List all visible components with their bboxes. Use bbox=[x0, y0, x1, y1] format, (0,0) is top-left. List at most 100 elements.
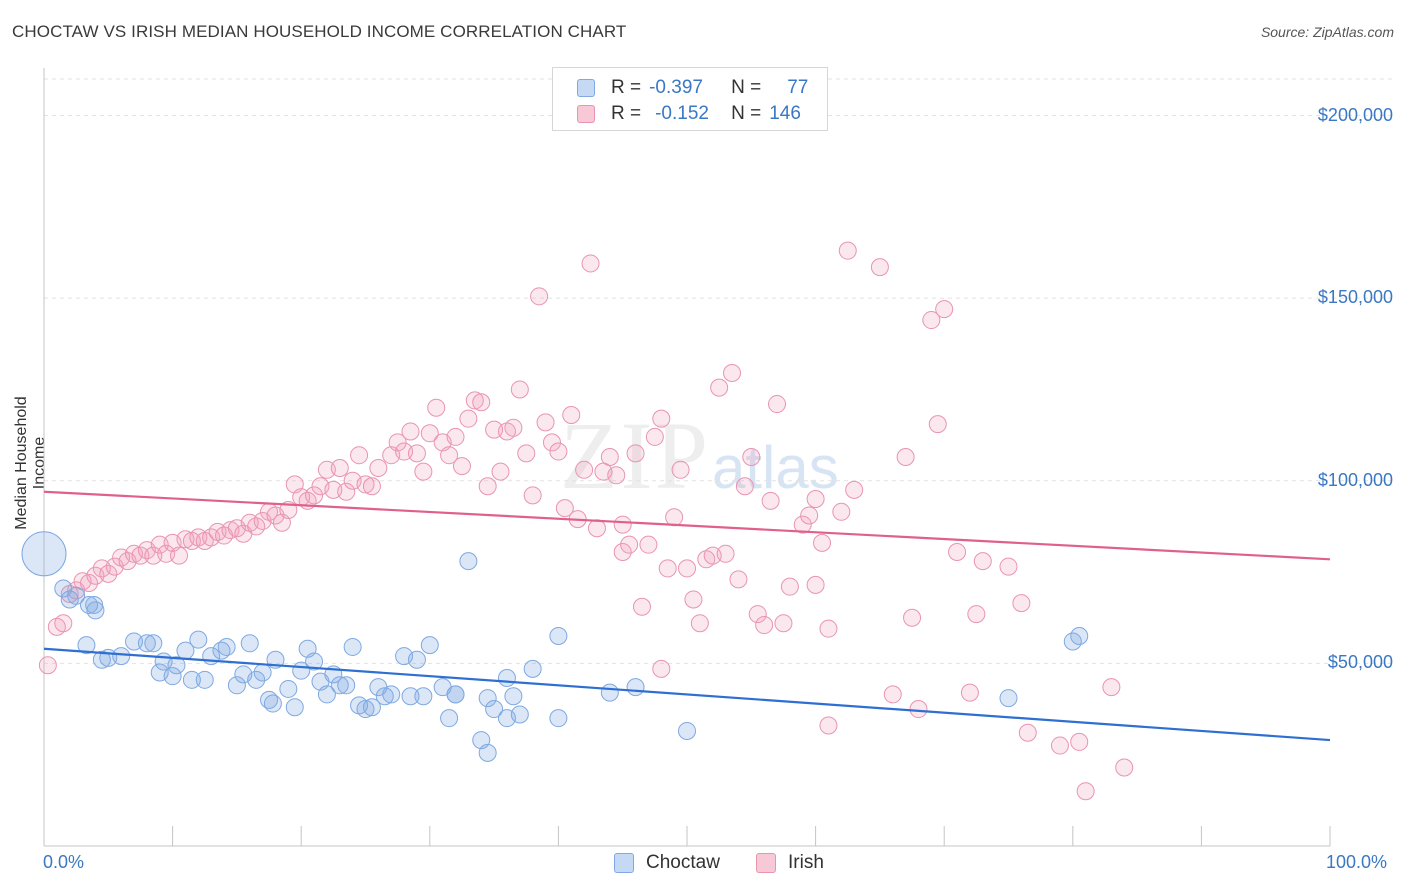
irish-point bbox=[903, 608, 922, 627]
irish-point bbox=[748, 605, 767, 624]
irish-point bbox=[671, 460, 690, 479]
choctaw-point bbox=[21, 531, 67, 577]
irish-point bbox=[806, 575, 825, 594]
choctaw-point bbox=[212, 641, 231, 660]
choctaw-point bbox=[337, 676, 356, 695]
irish-point bbox=[1076, 782, 1095, 801]
irish-point bbox=[530, 287, 549, 306]
choctaw-point bbox=[279, 679, 298, 698]
irish-point bbox=[510, 380, 529, 399]
choctaw-point bbox=[167, 656, 186, 675]
choctaw-point bbox=[227, 676, 246, 695]
irish-point bbox=[607, 466, 626, 485]
irish-point bbox=[935, 300, 954, 319]
irish-point bbox=[350, 446, 369, 465]
choctaw-point bbox=[305, 652, 324, 671]
choctaw-point bbox=[86, 601, 105, 620]
choctaw-series bbox=[21, 531, 1089, 762]
choctaw-point bbox=[549, 626, 568, 645]
svg-text:ZIP: ZIP bbox=[560, 402, 710, 509]
irish-point bbox=[870, 258, 889, 277]
irish-point bbox=[362, 477, 381, 496]
irish-point bbox=[427, 398, 446, 417]
irish-point bbox=[1115, 758, 1134, 777]
irish-point bbox=[710, 378, 729, 397]
irish-point bbox=[774, 614, 793, 633]
irish-point bbox=[80, 574, 99, 593]
choctaw-point bbox=[317, 685, 336, 704]
irish-point bbox=[613, 515, 632, 534]
irish-point bbox=[414, 462, 433, 481]
irish-point bbox=[658, 559, 677, 578]
irish-point bbox=[632, 597, 651, 616]
irish-point bbox=[652, 409, 671, 428]
choctaw-point bbox=[626, 678, 645, 697]
choctaw-point bbox=[420, 636, 439, 655]
choctaw-point bbox=[401, 687, 420, 706]
irish-point bbox=[613, 542, 632, 561]
choctaw-point bbox=[60, 590, 79, 609]
irish-point bbox=[967, 605, 986, 624]
irish-point bbox=[369, 458, 388, 477]
choctaw-point bbox=[382, 685, 401, 704]
irish-legend-label: Irish bbox=[788, 852, 824, 873]
choctaw-point bbox=[137, 634, 156, 653]
n-label: N = bbox=[731, 77, 762, 98]
r-value: -0.152 bbox=[655, 103, 709, 124]
irish-point bbox=[819, 716, 838, 735]
choctaw-point bbox=[77, 636, 96, 655]
choctaw-point bbox=[253, 663, 272, 682]
irish-point bbox=[813, 533, 832, 552]
irish-point bbox=[549, 442, 568, 461]
choctaw-point bbox=[375, 687, 394, 706]
choctaw-point bbox=[356, 700, 375, 719]
choctaw-point bbox=[600, 683, 619, 702]
irish-point bbox=[928, 415, 947, 434]
irish-point bbox=[780, 577, 799, 596]
irish-point bbox=[542, 433, 561, 452]
irish-point bbox=[665, 508, 684, 527]
watermark: ZIP atlas bbox=[560, 402, 839, 509]
irish-point bbox=[973, 552, 992, 571]
irish-point bbox=[581, 254, 600, 273]
r-value: -0.397 bbox=[649, 77, 703, 98]
irish-point bbox=[407, 444, 426, 463]
irish-point bbox=[652, 659, 671, 678]
irish-point bbox=[1070, 732, 1089, 751]
irish-point bbox=[755, 616, 774, 635]
irish-point bbox=[761, 491, 780, 510]
irish-point bbox=[452, 457, 471, 476]
irish-point bbox=[170, 546, 189, 565]
irish-point bbox=[735, 477, 754, 496]
irish-point bbox=[575, 460, 594, 479]
choctaw-point bbox=[195, 670, 214, 689]
choctaw-point bbox=[263, 694, 282, 713]
svg-text:atlas: atlas bbox=[712, 434, 839, 501]
irish-point bbox=[388, 433, 407, 452]
irish-point bbox=[1018, 723, 1037, 742]
chart-title: CHOCTAW VS IRISH MEDIAN HOUSEHOLD INCOME… bbox=[12, 22, 627, 41]
irish-point bbox=[909, 700, 928, 719]
irish-point bbox=[536, 413, 555, 432]
irish-point bbox=[723, 364, 742, 383]
irish-point bbox=[1012, 594, 1031, 613]
n-value: 146 bbox=[769, 103, 801, 124]
irish-point bbox=[330, 458, 349, 477]
irish-point bbox=[1050, 736, 1069, 755]
choctaw-point bbox=[504, 687, 523, 706]
stats-row-choctaw: R = -0.397 N = 77 bbox=[577, 76, 808, 100]
irish-point bbox=[504, 418, 523, 437]
choctaw-point bbox=[182, 670, 201, 689]
irish-point bbox=[883, 685, 902, 704]
choctaw-point bbox=[343, 637, 362, 656]
irish-point bbox=[806, 490, 825, 509]
irish-point bbox=[716, 544, 735, 563]
irish-legend-swatch bbox=[756, 853, 776, 873]
y-tick-label: $100,000 bbox=[1317, 469, 1393, 490]
irish-point bbox=[305, 486, 324, 505]
stats-row-irish: R = -0.152 N = 146 bbox=[577, 102, 801, 126]
y-tick-label: $150,000 bbox=[1317, 287, 1393, 308]
choctaw-point bbox=[478, 743, 497, 762]
choctaw-point bbox=[330, 676, 349, 695]
irish-point bbox=[639, 535, 658, 554]
